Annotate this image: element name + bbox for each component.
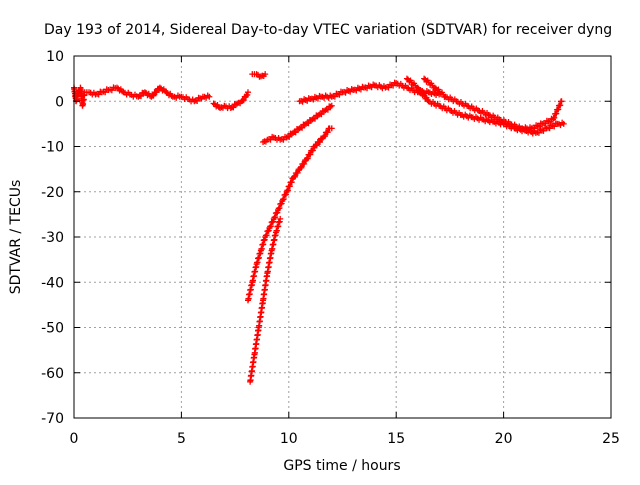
x-tick-label: 0 (70, 431, 79, 447)
data-point (336, 91, 343, 98)
data-point (272, 214, 279, 221)
data-point (194, 97, 201, 104)
data-point (286, 133, 293, 140)
data-point (431, 84, 438, 91)
data-point (301, 160, 308, 167)
data-point (274, 209, 281, 216)
data-point (555, 106, 562, 113)
data-point (536, 123, 543, 130)
data-point (277, 215, 284, 222)
data-point (421, 75, 428, 82)
y-tick-label: -10 (41, 140, 64, 156)
data-point (230, 104, 237, 111)
data-point (316, 139, 323, 146)
x-tick-label: 20 (495, 431, 513, 447)
y-tick-label: -50 (41, 321, 64, 337)
axis-ticks: -70 -60 -50 -40 -30 -20 -10 0 10 0 5 10 15 20 25 (41, 49, 620, 447)
data-point (553, 110, 560, 117)
x-tick-label: 25 (602, 431, 620, 447)
x-tick-label: 10 (280, 431, 298, 447)
data-point (282, 191, 289, 198)
y-tick-label: 0 (55, 94, 64, 110)
data-point (294, 169, 301, 176)
data-point (322, 133, 329, 140)
data-point (291, 173, 298, 180)
data-point (150, 92, 157, 99)
data-point (299, 124, 306, 131)
data-point (551, 114, 558, 121)
data-point (546, 118, 553, 125)
x-tick-label: 15 (387, 431, 405, 447)
data-point (153, 89, 160, 96)
y-tick-label: -70 (41, 411, 64, 427)
data-point (557, 102, 564, 109)
data-point (324, 106, 331, 113)
data-point (403, 75, 410, 82)
data-point (312, 115, 319, 122)
data-point (540, 127, 547, 134)
y-tick-label: 10 (46, 49, 64, 65)
data-point (558, 98, 565, 105)
data-point (531, 125, 538, 132)
data-point (331, 93, 338, 100)
data-point (278, 200, 285, 207)
data-point (210, 100, 217, 107)
data-point (309, 147, 316, 154)
data-point (263, 232, 270, 239)
data-point (276, 205, 283, 212)
y-tick-label: -20 (41, 185, 64, 201)
data-point (298, 164, 305, 171)
data-point (113, 84, 120, 91)
y-tick-label: -30 (41, 230, 64, 246)
data-point (304, 155, 311, 162)
data-point (307, 151, 314, 158)
data-point (551, 123, 558, 130)
data-point (280, 195, 287, 202)
data-point (324, 129, 331, 136)
data-point (292, 129, 299, 136)
x-tick-label: 5 (177, 431, 186, 447)
data-point (138, 93, 145, 100)
data-point (385, 84, 392, 91)
data-point (240, 97, 247, 104)
data-point (305, 120, 312, 127)
data-point (318, 111, 325, 118)
data-point (244, 91, 251, 98)
data-point (327, 103, 334, 110)
grid (74, 56, 611, 418)
data-point (168, 92, 175, 99)
data-marks (71, 71, 567, 385)
data-point (244, 89, 251, 96)
data-point (542, 120, 549, 127)
data-point (265, 227, 272, 234)
y-tick-label: -40 (41, 275, 64, 291)
data-point (141, 89, 148, 96)
data-point (206, 93, 213, 100)
data-point (262, 71, 269, 78)
x-axis-label: GPS time / hours (283, 458, 400, 474)
data-point (313, 142, 320, 149)
data-point (163, 89, 170, 96)
data-point (546, 125, 553, 132)
data-point (328, 125, 335, 132)
data-point (267, 223, 274, 230)
data-point (390, 82, 397, 89)
data-point (560, 120, 567, 127)
y-tick-label: -60 (41, 366, 64, 382)
data-point (270, 218, 277, 225)
data-point (535, 129, 542, 136)
chart-title: Day 193 of 2014, Sidereal Day-to-day VTE… (44, 22, 612, 38)
y-axis-label: SDTVAR / TECUs (8, 180, 24, 295)
data-point (328, 102, 335, 109)
data-point (156, 84, 163, 91)
